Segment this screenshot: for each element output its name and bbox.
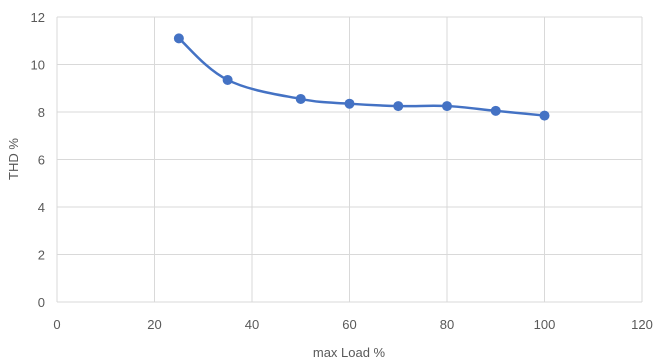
y-tick-labels: 0 2 4 6 8 10 12 [31, 10, 45, 310]
x-tick-label: 40 [245, 317, 259, 332]
y-axis-title: THD % [6, 138, 21, 180]
data-point [490, 105, 501, 116]
x-tick-label: 80 [440, 317, 454, 332]
y-tick-label: 10 [31, 58, 45, 73]
y-tick-label: 12 [31, 10, 45, 25]
x-tick-label: 20 [147, 317, 161, 332]
y-tick-label: 2 [38, 248, 45, 263]
y-tick-label: 4 [38, 200, 45, 215]
x-tick-label: 120 [631, 317, 653, 332]
y-tick-label: 8 [38, 105, 45, 120]
x-tick-label: 100 [534, 317, 556, 332]
y-tick-label: 0 [38, 295, 45, 310]
data-point [442, 101, 452, 112]
series-line [178, 37, 545, 117]
y-tick-label: 6 [38, 153, 45, 168]
x-tick-label: 60 [342, 317, 356, 332]
data-point [393, 101, 404, 112]
data-point [295, 93, 306, 104]
gridlines [56, 16, 643, 303]
data-point [539, 110, 550, 121]
data-point [222, 74, 233, 85]
data-point [344, 98, 355, 109]
x-tick-labels: 0 20 40 60 80 100 120 [53, 317, 652, 332]
x-tick-label: 0 [53, 317, 60, 332]
series-group [173, 33, 550, 121]
x-axis-title: max Load % [313, 345, 386, 360]
data-point [173, 33, 184, 44]
